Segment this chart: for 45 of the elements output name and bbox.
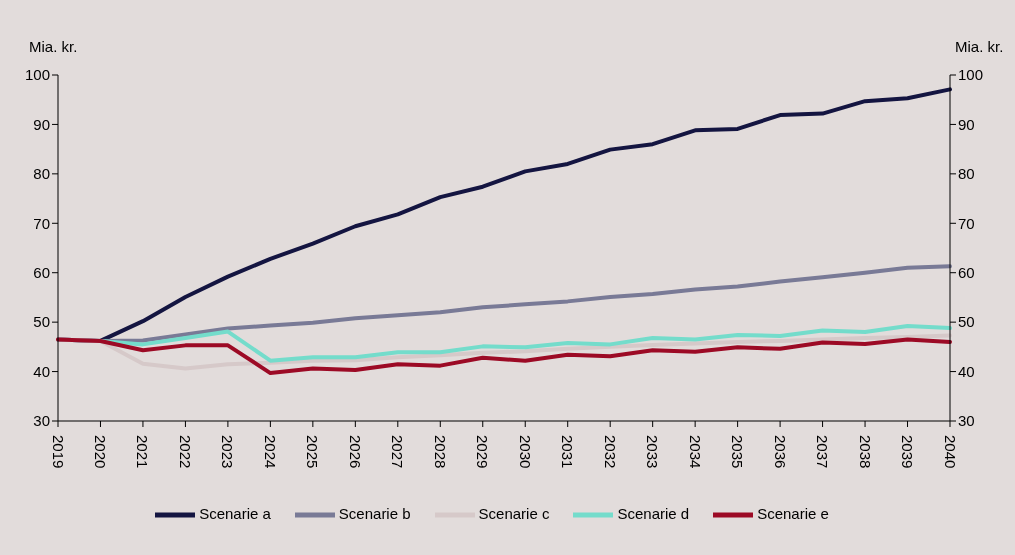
y2-tick-label: 50 — [958, 313, 975, 331]
y2-tick-label: 90 — [958, 115, 975, 133]
y-tick-label: 100 — [24, 66, 50, 84]
x-tick-label: 2027 — [389, 435, 407, 469]
y-tick-label: 80 — [33, 165, 50, 183]
x-tick-label: 2036 — [771, 435, 789, 469]
y2-tick-label: 80 — [958, 165, 975, 183]
x-tick-label: 2035 — [729, 435, 747, 469]
legend-label: Scenarie c — [478, 504, 550, 522]
y-tick-label: 50 — [33, 313, 50, 331]
y-tick-label: 70 — [33, 214, 50, 232]
x-tick-label: 2024 — [261, 435, 279, 469]
x-tick-label: 2030 — [516, 435, 534, 469]
y-tick-label: 40 — [33, 362, 50, 380]
x-tick-label: 2028 — [431, 435, 449, 469]
x-tick-label: 2023 — [219, 435, 237, 469]
y-axis-title: Mia. kr. — [29, 38, 78, 55]
x-tick-label: 2019 — [49, 435, 67, 469]
y2-tick-label: 70 — [958, 214, 975, 232]
x-tick-label: 2029 — [474, 435, 492, 469]
legend-label: Scenarie d — [617, 504, 690, 522]
x-tick-label: 2037 — [814, 435, 832, 469]
y2-tick-label: 60 — [958, 264, 975, 282]
x-tick-label: 2033 — [644, 435, 662, 469]
x-tick-label: 2021 — [134, 435, 152, 469]
x-tick-label: 2020 — [91, 435, 109, 469]
x-tick-label: 2038 — [856, 435, 874, 469]
x-tick-label: 2032 — [601, 435, 619, 469]
y2-tick-label: 100 — [958, 66, 984, 84]
x-tick-label: 2022 — [176, 435, 194, 469]
y2-tick-label: 30 — [958, 412, 975, 430]
legend-label: Scenarie a — [199, 504, 271, 522]
y-tick-label: 30 — [33, 412, 50, 430]
x-tick-label: 2040 — [941, 435, 959, 469]
legend-label: Scenarie b — [338, 504, 411, 522]
x-tick-label: 2031 — [559, 435, 577, 469]
x-tick-label: 2039 — [899, 435, 917, 469]
x-tick-label: 2025 — [304, 435, 322, 469]
y-tick-label: 90 — [33, 115, 50, 133]
y-tick-label: 60 — [33, 264, 50, 282]
y2-tick-label: 40 — [958, 362, 975, 380]
x-tick-label: 2034 — [686, 435, 704, 469]
x-tick-label: 2026 — [346, 435, 364, 469]
y2-axis-title: Mia. kr. — [955, 38, 1004, 55]
legend-label: Scenarie e — [757, 504, 829, 522]
